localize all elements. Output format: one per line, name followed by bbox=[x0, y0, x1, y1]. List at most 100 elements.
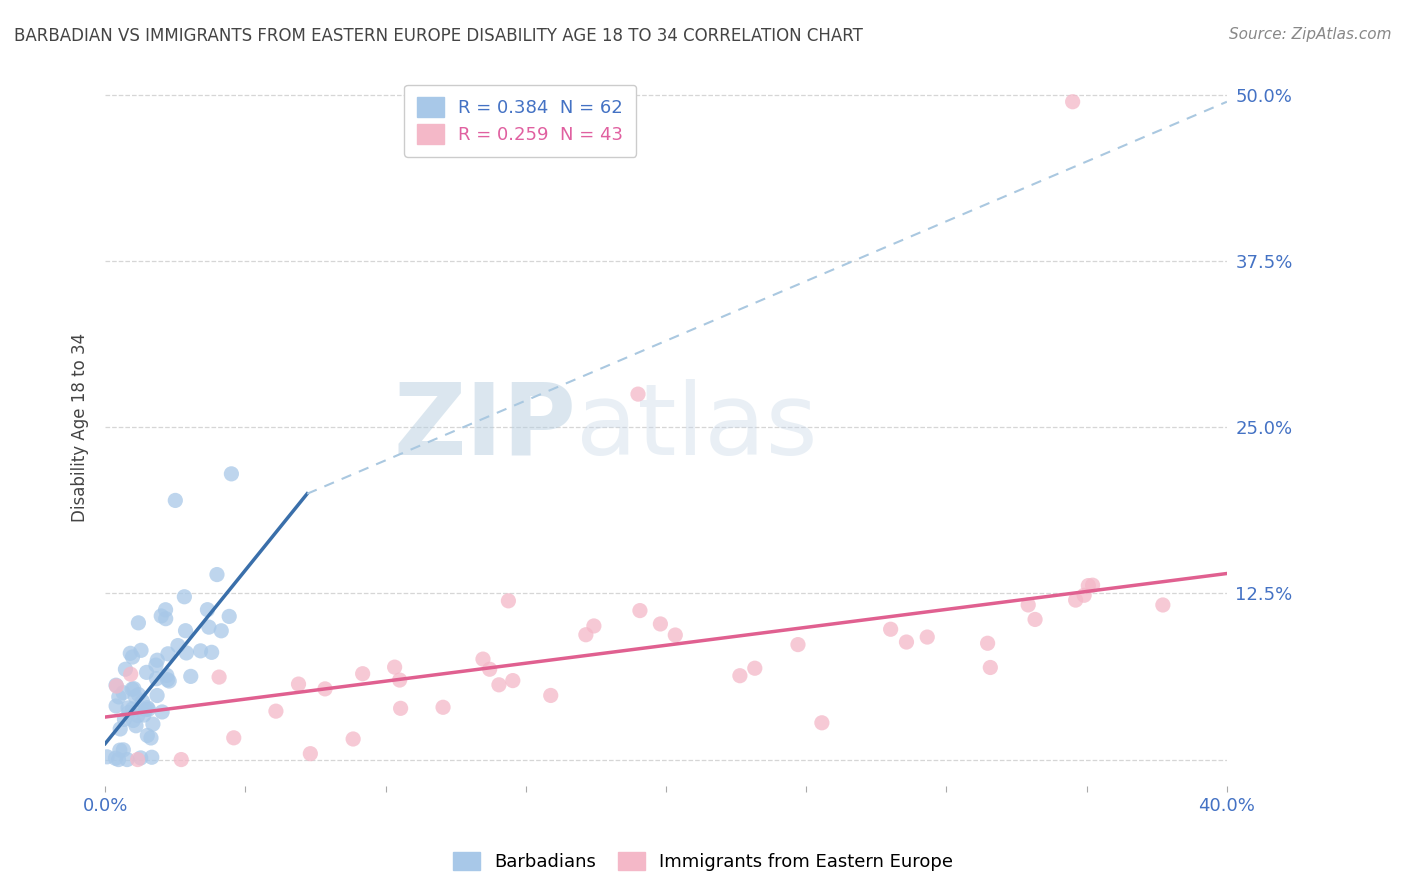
Point bbox=[628, 604, 651, 618]
Point bbox=[121, 702, 143, 716]
Point bbox=[176, 646, 198, 660]
Point bbox=[218, 609, 240, 624]
Point bbox=[142, 717, 165, 731]
Point bbox=[165, 493, 187, 508]
Point bbox=[205, 567, 228, 582]
Point bbox=[131, 694, 153, 708]
Point bbox=[135, 665, 157, 680]
Point bbox=[879, 622, 901, 636]
Point bbox=[190, 644, 212, 658]
Point bbox=[146, 653, 169, 667]
Point bbox=[384, 660, 406, 674]
Point bbox=[136, 700, 159, 714]
Point bbox=[127, 753, 149, 767]
Point bbox=[896, 635, 918, 649]
Point bbox=[540, 689, 562, 703]
Point bbox=[582, 619, 605, 633]
Point bbox=[122, 681, 145, 696]
Point bbox=[787, 638, 810, 652]
Point bbox=[155, 603, 177, 617]
Point bbox=[1024, 612, 1046, 626]
Point bbox=[108, 743, 131, 757]
Point bbox=[112, 743, 135, 757]
Point bbox=[122, 714, 145, 728]
Point bbox=[115, 753, 138, 767]
Point bbox=[1077, 578, 1099, 592]
Point bbox=[124, 690, 146, 704]
Point bbox=[129, 751, 152, 765]
Point bbox=[222, 731, 245, 745]
Text: ZIP: ZIP bbox=[394, 379, 576, 475]
Point bbox=[118, 706, 141, 720]
Point bbox=[650, 617, 672, 632]
Point bbox=[127, 688, 149, 702]
Point bbox=[139, 731, 162, 745]
Point bbox=[627, 387, 650, 401]
Point bbox=[811, 715, 834, 730]
Point bbox=[117, 701, 139, 715]
Point bbox=[114, 662, 136, 676]
Point bbox=[728, 669, 751, 683]
Point bbox=[744, 661, 766, 675]
Point bbox=[388, 673, 411, 687]
Point bbox=[155, 612, 177, 626]
Point bbox=[136, 728, 159, 742]
Y-axis label: Disability Age 18 to 34: Disability Age 18 to 34 bbox=[72, 333, 89, 522]
Point bbox=[108, 722, 131, 736]
Point bbox=[121, 682, 143, 697]
Point bbox=[120, 667, 142, 681]
Point bbox=[127, 708, 149, 723]
Point bbox=[105, 698, 128, 713]
Point bbox=[478, 662, 501, 676]
Point bbox=[141, 750, 163, 764]
Point bbox=[174, 624, 197, 638]
Point bbox=[146, 689, 169, 703]
Point bbox=[314, 681, 336, 696]
Point bbox=[389, 701, 412, 715]
Point bbox=[498, 594, 520, 608]
Point bbox=[1017, 598, 1039, 612]
Point bbox=[156, 673, 179, 687]
Legend: Barbadians, Immigrants from Eastern Europe: Barbadians, Immigrants from Eastern Euro… bbox=[446, 845, 960, 879]
Point bbox=[107, 753, 129, 767]
Point bbox=[915, 630, 938, 644]
Point bbox=[299, 747, 322, 761]
Point bbox=[127, 615, 149, 630]
Point bbox=[352, 666, 374, 681]
Point bbox=[173, 590, 195, 604]
Point bbox=[221, 467, 243, 481]
Point bbox=[170, 753, 193, 767]
Point bbox=[129, 643, 152, 657]
Point bbox=[145, 658, 167, 673]
Point bbox=[150, 609, 173, 624]
Point bbox=[180, 669, 202, 683]
Point bbox=[197, 603, 219, 617]
Point bbox=[120, 646, 142, 660]
Point bbox=[201, 645, 224, 659]
Point bbox=[167, 639, 190, 653]
Point bbox=[1081, 578, 1104, 592]
Point bbox=[132, 708, 155, 723]
Point bbox=[664, 628, 686, 642]
Point bbox=[1073, 588, 1095, 602]
Point bbox=[979, 660, 1001, 674]
Text: atlas: atlas bbox=[576, 379, 818, 475]
Point bbox=[150, 705, 173, 719]
Text: Source: ZipAtlas.com: Source: ZipAtlas.com bbox=[1229, 27, 1392, 42]
Point bbox=[342, 731, 364, 746]
Point bbox=[156, 668, 179, 682]
Point bbox=[488, 678, 510, 692]
Point bbox=[114, 713, 136, 727]
Point bbox=[96, 749, 118, 764]
Point bbox=[105, 678, 128, 692]
Point bbox=[209, 624, 232, 638]
Text: BARBADIAN VS IMMIGRANTS FROM EASTERN EUROPE DISABILITY AGE 18 TO 34 CORRELATION : BARBADIAN VS IMMIGRANTS FROM EASTERN EUR… bbox=[14, 27, 863, 45]
Point bbox=[145, 672, 167, 686]
Point bbox=[157, 673, 180, 688]
Point bbox=[156, 647, 179, 661]
Point bbox=[112, 686, 135, 700]
Point bbox=[105, 679, 128, 693]
Point bbox=[1062, 95, 1084, 109]
Point bbox=[1064, 593, 1087, 607]
Point bbox=[472, 652, 495, 666]
